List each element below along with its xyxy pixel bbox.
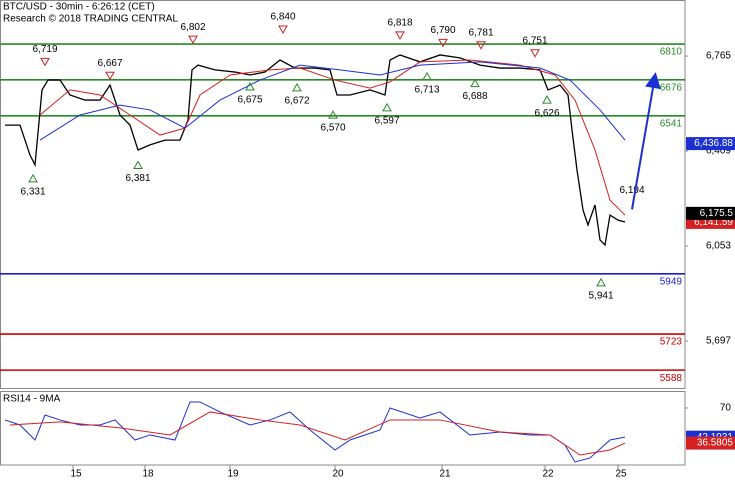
annotation: 6,194 [619, 185, 644, 196]
pivot-label: 6,672 [284, 95, 309, 106]
pivot-high [530, 49, 540, 58]
rsi-frame [0, 391, 686, 466]
pivot-low [470, 78, 480, 88]
pivot-label: 5,941 [588, 291, 613, 302]
chart-subtitle: Research © 2018 TRADING CENTRAL [3, 14, 178, 25]
series-line [5, 54, 626, 247]
rsi-title: RSI14 - 9MA [3, 394, 61, 405]
y-tick-label: 5,697 [706, 336, 731, 347]
price-tag-label: 6,141.59 [694, 217, 733, 228]
pivot-label: 6,802 [180, 22, 205, 33]
pivot-label: 6,713 [414, 85, 439, 96]
y-tick-label: 6,765 [706, 51, 731, 62]
projection-arrow [631, 72, 661, 210]
pivot-high [188, 35, 198, 45]
level-label: 5588 [660, 373, 683, 384]
pivot-low [542, 95, 552, 104]
pivot-low [292, 82, 302, 92]
x-tick-label: 19 [227, 469, 239, 480]
level-label: 5949 [660, 276, 683, 287]
x-tick-label: 22 [542, 469, 554, 480]
level-label: 6541 [660, 118, 683, 129]
pivot-label: 6,570 [320, 123, 345, 134]
x-tick-label: 15 [70, 469, 82, 480]
price-tag [686, 137, 735, 151]
series-line [39, 61, 626, 141]
pivot-label: 6,626 [534, 108, 559, 119]
price-tag [686, 206, 735, 220]
pivot-low [328, 110, 338, 119]
pivot-low [422, 71, 432, 81]
chart-title: BTC/USD - 30min - 6:26:12 (CET) [3, 2, 155, 13]
pivot-high [40, 57, 50, 67]
x-tick-label: 21 [439, 469, 451, 480]
level-label: 6810 [660, 47, 683, 58]
pivot-high [476, 41, 486, 50]
pivot-label: 6,790 [430, 25, 455, 36]
series-line [4, 401, 626, 463]
pivot-high [105, 71, 115, 81]
pivot-low [133, 160, 143, 170]
price-tag-label: 6,175.5 [700, 208, 734, 219]
pivot-low [382, 102, 392, 112]
pivot-high [438, 38, 448, 48]
price-tag-label: 36.5805 [697, 438, 734, 449]
pivot-low [245, 82, 255, 91]
pivot-label: 6,781 [468, 27, 493, 38]
pivot-high [395, 31, 405, 40]
y-tick-label: 6,409 [706, 146, 731, 157]
x-tick-label: 20 [332, 469, 344, 480]
pivot-low [28, 173, 38, 183]
pivot-label: 6,818 [387, 18, 412, 29]
y-tick-label: 6,053 [706, 241, 731, 252]
pivot-label: 6,840 [270, 12, 295, 23]
pivot-label: 6,331 [20, 186, 45, 197]
y-tick-label: 70 [720, 403, 732, 414]
pivot-label: 6,667 [97, 58, 122, 69]
pivot-label: 6,597 [374, 116, 399, 127]
series-line [39, 59, 626, 216]
pivot-label: 6,719 [32, 44, 57, 55]
pivot-label: 6,688 [462, 91, 487, 102]
series-line [9, 411, 626, 456]
x-tick-label: 18 [142, 469, 154, 480]
price-tag [686, 436, 735, 450]
level-label: 5723 [660, 337, 683, 348]
pivot-label: 6,675 [237, 95, 262, 106]
price-frame [0, 0, 686, 389]
price-tag-label: 6,436.88 [694, 138, 733, 149]
level-label: 6676 [660, 82, 683, 93]
pivot-label: 6,751 [522, 35, 547, 46]
pivot-label: 6,381 [125, 173, 150, 184]
pivot-high [278, 25, 288, 35]
pivot-low [596, 277, 606, 287]
x-tick-label: 25 [615, 469, 627, 480]
